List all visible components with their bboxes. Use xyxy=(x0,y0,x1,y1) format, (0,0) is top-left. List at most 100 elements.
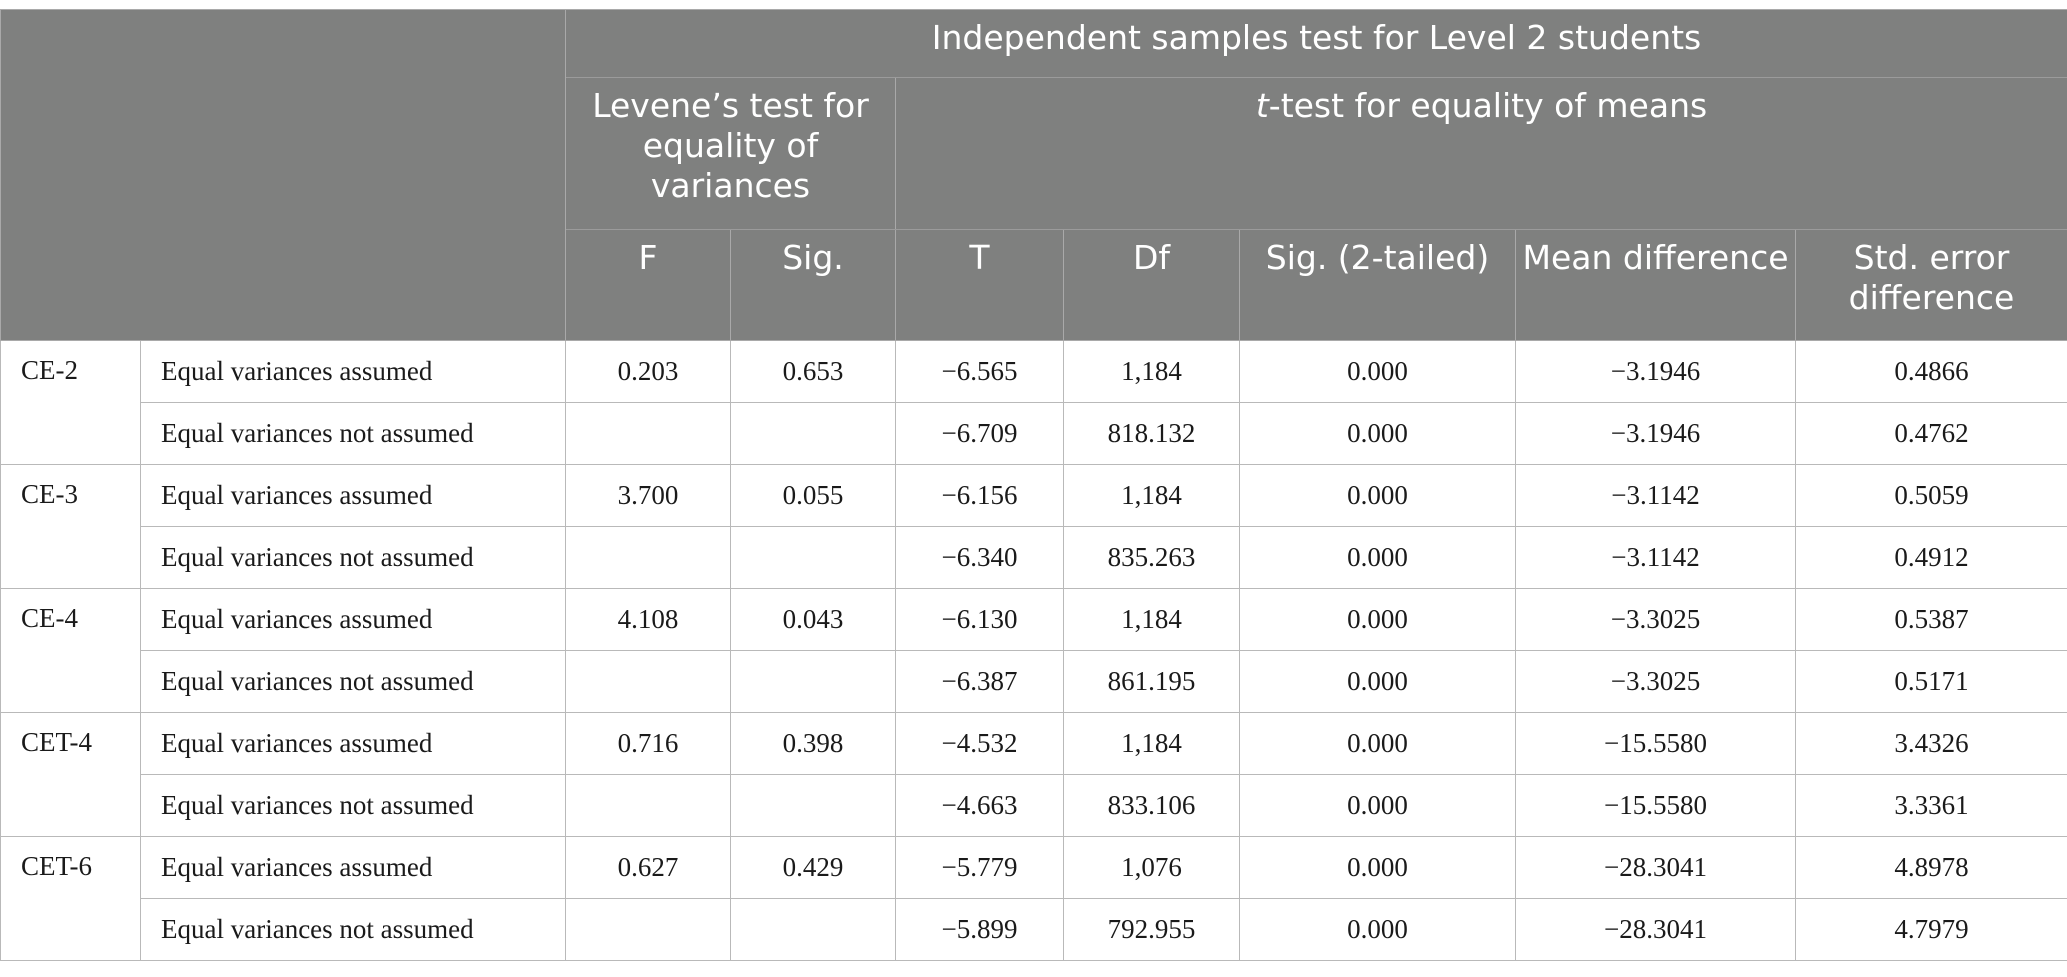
cell-mean-difference: −28.3041 xyxy=(1515,898,1796,961)
condition-label: Equal variances not assumed xyxy=(140,650,566,713)
cell-mean-difference: −3.1946 xyxy=(1515,402,1796,465)
cell-sig-empty xyxy=(730,774,896,837)
cell-std-error-difference: 0.5171 xyxy=(1794,650,2067,713)
cell-t: −6.130 xyxy=(895,588,1064,651)
cell-t: −6.387 xyxy=(895,650,1064,713)
cell-std-error-difference: 0.5387 xyxy=(1794,588,2067,651)
levene-group-header: Levene’s test for equality of variances xyxy=(565,77,896,230)
cell-mean-difference: −3.1946 xyxy=(1515,340,1796,403)
cell-f: 0.716 xyxy=(565,712,731,775)
cell-t: −6.156 xyxy=(895,464,1064,527)
cell-f-empty xyxy=(565,898,731,961)
cell-sig-2-tailed: 0.000 xyxy=(1239,402,1516,465)
table-row: Equal variances not assumed −6.709 818.1… xyxy=(1,402,2067,465)
cell-mean-difference: −15.5580 xyxy=(1515,774,1796,837)
condition-label: Equal variances assumed xyxy=(140,836,566,899)
cell-f: 4.108 xyxy=(565,588,731,651)
ttest-group-header: t-test for equality of means xyxy=(894,77,2067,230)
cell-df: 1,076 xyxy=(1063,836,1240,899)
column-header-df: Df xyxy=(1063,229,1240,341)
condition-label: Equal variances not assumed xyxy=(140,526,566,589)
table-row: Equal variances not assumed −4.663 833.1… xyxy=(1,774,2067,837)
cell-sig: 0.055 xyxy=(730,464,896,527)
table-row: Equal variances not assumed −6.340 835.2… xyxy=(1,526,2067,589)
condition-label: Equal variances assumed xyxy=(140,588,566,651)
cell-df: 1,184 xyxy=(1063,712,1240,775)
condition-label: Equal variances not assumed xyxy=(140,402,566,465)
table-row: CET-4 Equal variances assumed 0.716 0.39… xyxy=(0,712,2067,837)
cell-sig-empty xyxy=(730,526,896,589)
header-corner xyxy=(0,9,566,341)
condition-label: Equal variances assumed xyxy=(140,712,566,775)
cell-sig-2-tailed: 0.000 xyxy=(1239,464,1516,527)
cell-df: 792.955 xyxy=(1063,898,1240,961)
condition-label: Equal variances not assumed xyxy=(140,774,566,837)
cell-sig-2-tailed: 0.000 xyxy=(1239,650,1516,713)
ttest-header-rest: -test for equality of means xyxy=(1268,86,1708,125)
cell-sig-2-tailed: 0.000 xyxy=(1239,712,1516,775)
cell-sig-2-tailed: 0.000 xyxy=(1239,588,1516,651)
independent-samples-test-table: Independent samples test for Level 2 stu… xyxy=(0,9,2067,961)
ttest-header-italic: t xyxy=(1255,86,1269,125)
cell-sig-2-tailed: 0.000 xyxy=(1239,774,1516,837)
table-row: Equal variances not assumed −6.387 861.1… xyxy=(1,650,2067,713)
column-header-sig-2-tailed: Sig. (2-tailed) xyxy=(1239,229,1516,341)
cell-f: 0.627 xyxy=(565,836,731,899)
cell-std-error-difference: 3.4326 xyxy=(1794,712,2067,775)
cell-std-error-difference: 0.4912 xyxy=(1794,526,2067,589)
cell-t: −6.709 xyxy=(895,402,1064,465)
cell-f-empty xyxy=(565,650,731,713)
cell-sig-2-tailed: 0.000 xyxy=(1239,526,1516,589)
column-header-sig: Sig. xyxy=(730,229,896,341)
test-name: CE-2 xyxy=(0,340,141,465)
cell-std-error-difference: 0.4866 xyxy=(1794,340,2067,403)
cell-df: 861.195 xyxy=(1063,650,1240,713)
cell-mean-difference: −3.1142 xyxy=(1515,526,1796,589)
cell-sig-2-tailed: 0.000 xyxy=(1239,836,1516,899)
cell-std-error-difference: 0.5059 xyxy=(1794,464,2067,527)
cell-f-empty xyxy=(565,402,731,465)
cell-f-empty xyxy=(565,526,731,589)
cell-mean-difference: −28.3041 xyxy=(1515,836,1796,899)
cell-df: 1,184 xyxy=(1063,340,1240,403)
test-name: CET-4 xyxy=(0,712,141,837)
cell-sig: 0.043 xyxy=(730,588,896,651)
column-header-mean-difference: Mean difference xyxy=(1515,229,1796,341)
cell-t: −6.340 xyxy=(895,526,1064,589)
cell-mean-difference: −3.3025 xyxy=(1515,588,1796,651)
cell-f: 3.700 xyxy=(565,464,731,527)
table-title: Independent samples test for Level 2 stu… xyxy=(564,9,2067,78)
condition-label: Equal variances assumed xyxy=(140,340,566,403)
cell-t: −4.663 xyxy=(895,774,1064,837)
cell-t: −5.899 xyxy=(895,898,1064,961)
cell-std-error-difference: 3.3361 xyxy=(1794,774,2067,837)
condition-label: Equal variances assumed xyxy=(140,464,566,527)
cell-sig: 0.653 xyxy=(730,340,896,403)
cell-f: 0.203 xyxy=(565,340,731,403)
column-header-f: F xyxy=(565,229,731,341)
cell-sig-empty xyxy=(730,402,896,465)
column-header-std-error-difference: Std. error difference xyxy=(1794,229,2067,341)
cell-sig: 0.398 xyxy=(730,712,896,775)
cell-sig: 0.429 xyxy=(730,836,896,899)
cell-df: 833.106 xyxy=(1063,774,1240,837)
condition-label: Equal variances not assumed xyxy=(140,898,566,961)
cell-df: 1,184 xyxy=(1063,464,1240,527)
cell-t: −6.565 xyxy=(895,340,1064,403)
cell-df: 1,184 xyxy=(1063,588,1240,651)
cell-mean-difference: −3.3025 xyxy=(1515,650,1796,713)
cell-t: −5.779 xyxy=(895,836,1064,899)
test-name: CE-3 xyxy=(0,464,141,589)
table-row: CE-3 Equal variances assumed 3.700 0.055… xyxy=(0,464,2067,589)
cell-mean-difference: −3.1142 xyxy=(1515,464,1796,527)
cell-std-error-difference: 0.4762 xyxy=(1794,402,2067,465)
cell-df: 818.132 xyxy=(1063,402,1240,465)
table-row: CE-2 Equal variances assumed 0.203 0.653… xyxy=(0,340,2067,465)
cell-sig-2-tailed: 0.000 xyxy=(1239,340,1516,403)
table-row: CE-4 Equal variances assumed 4.108 0.043… xyxy=(0,588,2067,713)
test-name: CE-4 xyxy=(0,588,141,713)
cell-df: 835.263 xyxy=(1063,526,1240,589)
cell-t: −4.532 xyxy=(895,712,1064,775)
column-header-t: T xyxy=(895,229,1064,341)
table-row: CET-6 Equal variances assumed 0.627 0.42… xyxy=(0,836,2067,961)
